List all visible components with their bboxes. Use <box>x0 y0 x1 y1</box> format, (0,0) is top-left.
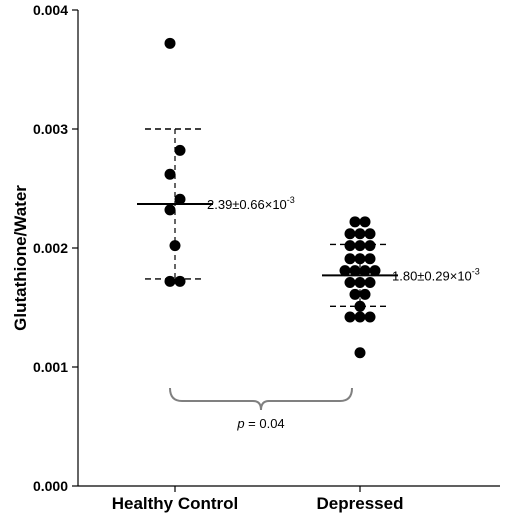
group-marks: 2.39±0.66×10-3 1.80±0.29×10-3 <box>137 37 480 359</box>
data-point <box>344 253 356 265</box>
y-tick-label: 0.002 <box>33 240 68 256</box>
data-point <box>344 240 356 252</box>
data-point <box>354 277 366 289</box>
data-point <box>359 265 371 277</box>
data-point <box>354 311 366 323</box>
data-point <box>339 265 351 277</box>
data-point <box>364 228 376 240</box>
p-value-label: p = 0.04 <box>236 416 284 431</box>
data-point <box>364 277 376 289</box>
data-point <box>174 275 186 287</box>
mean-sd-annotation: 1.80±0.29×10-3 <box>392 266 480 283</box>
comparison-bracket-group: p = 0.04 <box>169 387 353 431</box>
y-tick-label: 0.004 <box>33 2 68 18</box>
y-tick-label: 0.000 <box>33 478 68 494</box>
data-point <box>354 300 366 312</box>
data-point <box>364 240 376 252</box>
data-point <box>174 144 186 156</box>
data-point <box>174 193 186 205</box>
y-axis-title: Glutathione/Water <box>11 185 30 331</box>
data-point <box>344 277 356 289</box>
data-point <box>354 240 366 252</box>
data-point <box>364 311 376 323</box>
group-healthy-control: 2.39±0.66×10-3 <box>137 37 295 287</box>
y-axis: 0.000 0.001 0.002 0.003 0.004 <box>33 2 79 494</box>
mean-sd-annotation: 2.39±0.66×10-3 <box>207 195 295 212</box>
data-point <box>369 265 381 277</box>
data-point <box>349 265 361 277</box>
y-tick-label: 0.001 <box>33 359 68 375</box>
data-point <box>359 288 371 300</box>
x-axis: Healthy Control Depressed <box>78 485 500 513</box>
data-point <box>354 228 366 240</box>
data-point <box>349 288 361 300</box>
x-category-label: Healthy Control <box>112 494 239 513</box>
data-point <box>354 347 366 359</box>
data-point <box>359 216 371 228</box>
data-point <box>169 240 181 252</box>
data-point <box>344 311 356 323</box>
data-point <box>164 275 176 287</box>
y-tick-label: 0.003 <box>33 121 68 137</box>
group-depressed: 1.80±0.29×10-3 <box>322 216 480 359</box>
data-point <box>354 253 366 265</box>
data-point <box>164 204 176 216</box>
x-category-label: Depressed <box>317 494 404 513</box>
comparison-bracket <box>169 387 353 411</box>
data-point <box>364 253 376 265</box>
data-point <box>349 216 361 228</box>
data-point <box>164 37 176 49</box>
data-point <box>344 228 356 240</box>
data-point <box>164 168 176 180</box>
